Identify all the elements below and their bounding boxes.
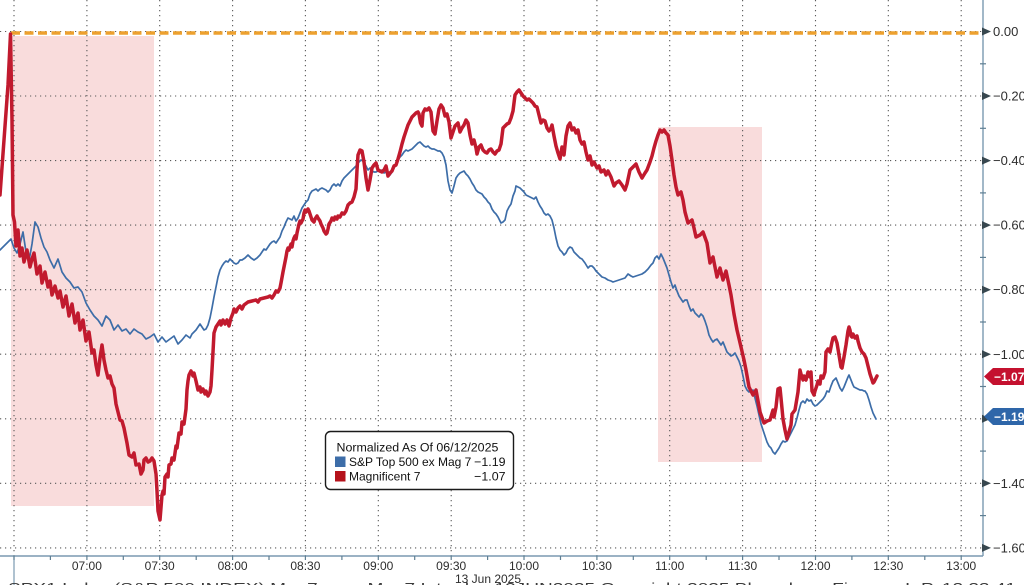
- svg-text:−1.19: −1.19: [474, 455, 505, 469]
- svg-text:08:00: 08:00: [218, 559, 248, 573]
- svg-text:12:30: 12:30: [873, 559, 903, 573]
- svg-text:12:00: 12:00: [800, 559, 830, 573]
- svg-text:08:30: 08:30: [290, 559, 320, 573]
- svg-text:11:00: 11:00: [655, 559, 684, 573]
- svg-text:S&P Top 500 ex Mag 7: S&P Top 500 ex Mag 7: [349, 455, 472, 469]
- svg-text:−0.60: −0.60: [993, 218, 1024, 233]
- svg-text:−0.40: −0.40: [993, 153, 1024, 168]
- svg-text:10:30: 10:30: [582, 559, 612, 573]
- svg-text:−0.20: −0.20: [993, 89, 1024, 104]
- svg-text:09:30: 09:30: [436, 559, 466, 573]
- svg-text:07:30: 07:30: [145, 559, 175, 573]
- svg-text:−1.40: −1.40: [993, 476, 1024, 491]
- svg-text:−1.00: −1.00: [993, 347, 1024, 362]
- svg-text:10:00: 10:00: [509, 559, 539, 573]
- svg-text:07:00: 07:00: [72, 559, 102, 573]
- svg-text:−1.07: −1.07: [994, 370, 1024, 384]
- svg-text:Magnificent 7: Magnificent 7: [349, 470, 421, 484]
- svg-text:−1.19: −1.19: [994, 410, 1024, 424]
- svg-text:Normalized As Of 06/12/2025: Normalized As Of 06/12/2025: [337, 441, 499, 455]
- svg-text:13 Jun 2025: 13 Jun 2025: [455, 572, 521, 585]
- svg-text:−1.07: −1.07: [474, 470, 505, 484]
- svg-text:13:00: 13:00: [946, 559, 976, 573]
- svg-text:0.00: 0.00: [993, 24, 1018, 39]
- svg-text:09:00: 09:00: [363, 559, 393, 573]
- svg-text:−1.60: −1.60: [993, 540, 1024, 555]
- svg-text:11:30: 11:30: [728, 559, 757, 573]
- svg-text:−0.80: −0.80: [993, 282, 1024, 297]
